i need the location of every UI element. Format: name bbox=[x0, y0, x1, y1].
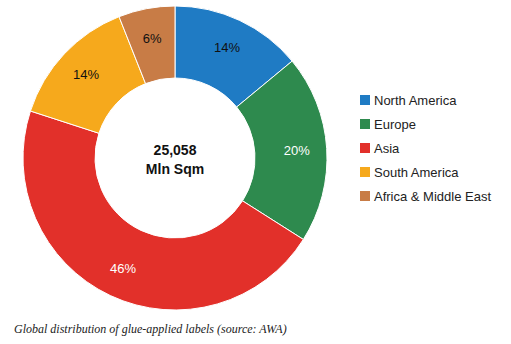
legend-swatch bbox=[360, 167, 370, 177]
legend-item: Europe bbox=[360, 117, 416, 132]
data-label: 14% bbox=[214, 40, 240, 55]
legend-label: Asia bbox=[374, 141, 400, 156]
slice bbox=[23, 111, 303, 310]
legend-swatch bbox=[360, 143, 370, 153]
data-label: 6% bbox=[143, 31, 162, 46]
legend-swatch bbox=[360, 95, 370, 105]
legend-label: Africa & Middle East bbox=[374, 189, 491, 204]
legend-item: South America bbox=[360, 165, 459, 180]
data-label: 14% bbox=[73, 67, 99, 82]
legend-label: South America bbox=[374, 165, 459, 180]
chart: 14% 20% 46% 14% 6% 25,058 Mln Sqm North America… bbox=[0, 0, 511, 344]
data-label: 20% bbox=[284, 143, 310, 158]
legend-swatch bbox=[360, 119, 370, 129]
legend-item: Africa & Middle East bbox=[360, 189, 491, 204]
center-total: 25,058 bbox=[154, 142, 197, 158]
legend-item: Asia bbox=[360, 141, 400, 156]
legend-label: Europe bbox=[374, 117, 416, 132]
caption: Global distribution of glue-applied labe… bbox=[14, 322, 287, 336]
data-label: 46% bbox=[110, 261, 136, 276]
center-unit: Mln Sqm bbox=[146, 161, 204, 177]
slice bbox=[119, 6, 175, 84]
legend: North America Europe Asia South America Afri… bbox=[360, 93, 491, 204]
plot: 14% 20% 46% 14% 6% 25,058 Mln Sqm bbox=[23, 6, 327, 310]
legend-item: North America bbox=[360, 93, 457, 108]
legend-label: North America bbox=[374, 93, 457, 108]
legend-swatch bbox=[360, 191, 370, 201]
